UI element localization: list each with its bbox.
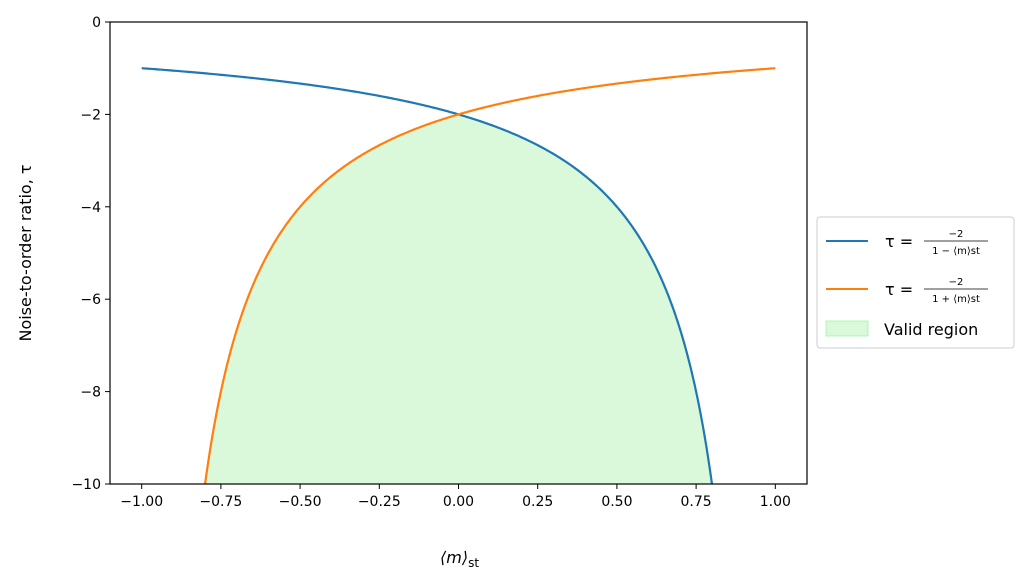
legend-swatch-valid-region bbox=[825, 320, 869, 337]
legend-label-valid-region: Valid region bbox=[884, 320, 978, 339]
legend-label-orange-num: −2 bbox=[949, 277, 964, 288]
fill-layer bbox=[205, 114, 712, 485]
y-axis: 0 −2 −4 −6 −8 −10 bbox=[71, 15, 110, 493]
legend: τ = −2 1 − ⟨m⟩st τ = −2 1 + ⟨m⟩st Valid … bbox=[816, 216, 1015, 349]
x-tick-label: 1.00 bbox=[760, 494, 791, 510]
x-tick-label: −0.50 bbox=[279, 494, 322, 510]
y-tick-label: −4 bbox=[80, 200, 101, 216]
series-layer bbox=[141, 67, 776, 485]
x-tick-label: −1.00 bbox=[120, 494, 163, 510]
y-tick-label: −10 bbox=[71, 477, 101, 493]
y-tick-label: −8 bbox=[80, 385, 101, 401]
legend-frame bbox=[816, 216, 1015, 349]
x-tick-label: 0.50 bbox=[601, 494, 632, 510]
legend-label-orange-den: 1 + ⟨m⟩st bbox=[932, 294, 980, 305]
x-tick-label: −0.25 bbox=[358, 494, 401, 510]
legend-label-blue-den: 1 − ⟨m⟩st bbox=[932, 246, 980, 257]
x-tick-label: 0.00 bbox=[443, 494, 474, 510]
legend-label-orange-lhs: τ = bbox=[885, 280, 913, 299]
legend-label-blue-num: −2 bbox=[949, 229, 964, 240]
x-tick-label: 0.75 bbox=[681, 494, 712, 510]
x-axis: −1.00 −0.75 −0.50 −0.25 0.00 0.25 0.50 0.75 1.00 bbox=[120, 484, 791, 510]
valid-region-fill bbox=[205, 114, 712, 485]
y-tick-label: −6 bbox=[80, 292, 101, 308]
x-tick-label: 0.25 bbox=[522, 494, 553, 510]
legend-entry-blue: τ = −2 1 − ⟨m⟩st bbox=[826, 229, 988, 257]
y-tick-label: 0 bbox=[92, 15, 101, 31]
series-line-0 bbox=[141, 67, 714, 485]
x-axis-label-sub: st bbox=[468, 556, 479, 570]
x-axis-label: ⟨m⟩st bbox=[440, 548, 479, 570]
y-axis-label: Noise-to-order ratio, τ bbox=[16, 164, 35, 341]
x-axis-label-main: ⟨m⟩ bbox=[440, 548, 468, 567]
legend-label-blue-lhs: τ = bbox=[885, 232, 913, 251]
legend-entry-valid-region: Valid region bbox=[825, 320, 978, 339]
y-tick-label: −2 bbox=[80, 107, 101, 123]
legend-entry-orange: τ = −2 1 + ⟨m⟩st bbox=[826, 277, 988, 305]
series-line-1 bbox=[203, 67, 776, 485]
x-tick-label: −0.75 bbox=[199, 494, 242, 510]
